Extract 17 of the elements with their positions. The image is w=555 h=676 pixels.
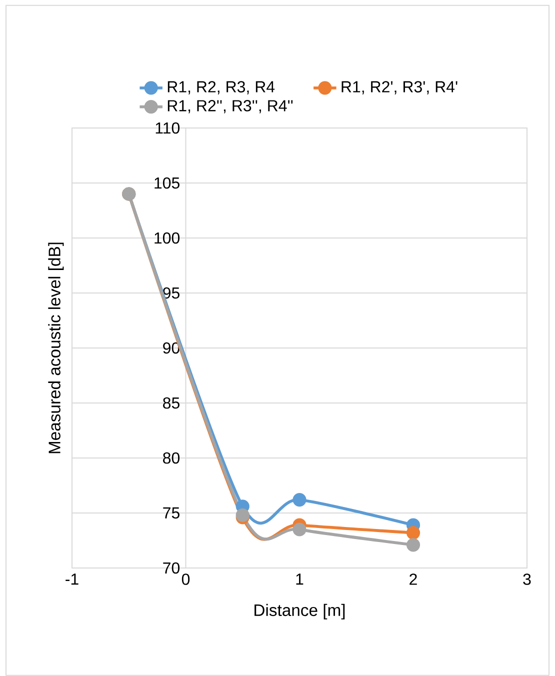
y-tick-label: 105 — [154, 177, 180, 189]
y-tick-label: 100 — [154, 232, 180, 244]
legend-label: R1, R2', R3', R4' — [342, 81, 458, 94]
legend-label: R1, R2, R3, R4 — [168, 81, 275, 94]
x-axis-title: Distance [m] — [254, 604, 345, 620]
y-tick-label: 85 — [163, 397, 180, 409]
y-tick-label: 80 — [163, 452, 180, 464]
y-tick-label: 75 — [163, 507, 180, 519]
y-tick-label: 110 — [156, 122, 180, 134]
x-tick-label: 3 — [523, 574, 531, 585]
x-tick-label: 0 — [182, 574, 190, 585]
x-tick-label: 2 — [410, 574, 417, 585]
x-tick-label: -1 — [66, 574, 78, 585]
y-tick-label: 70 — [163, 562, 180, 574]
x-tick-label: 1 — [296, 574, 304, 585]
y-axis-title: Measured acoustic level [dB] — [48, 242, 64, 454]
legend-label: R1, R2'', R3'', R4'' — [168, 100, 293, 114]
